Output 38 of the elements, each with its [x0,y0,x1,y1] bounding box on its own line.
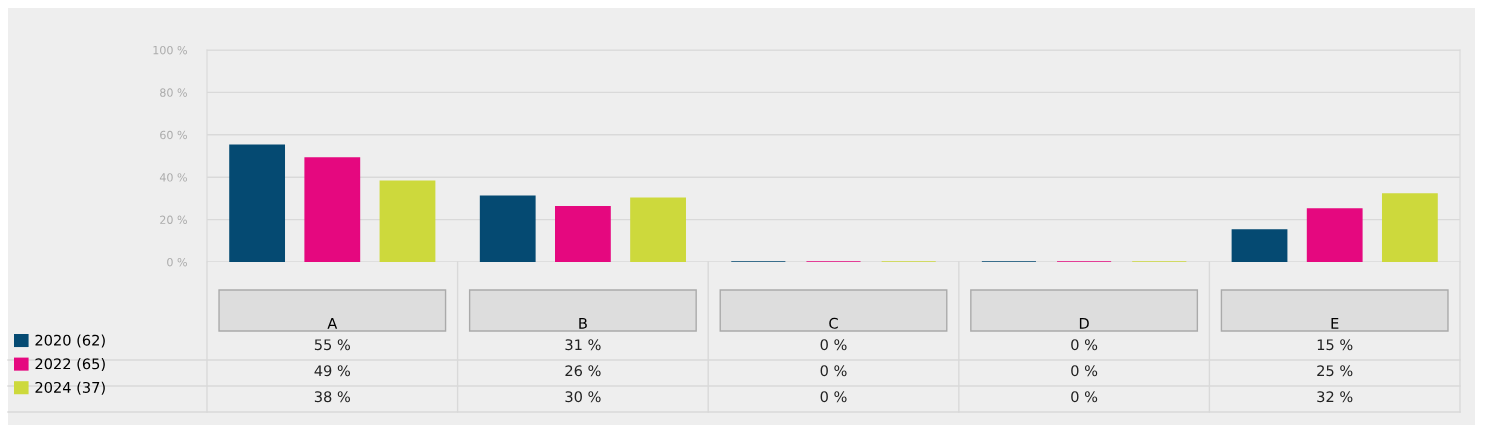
x-tick-label: D [1079,318,1089,329]
bar [304,157,361,262]
x-tick-label: B [579,318,587,329]
data-label: 26 % [565,365,601,377]
data-label: 15 % [1317,339,1353,351]
data-label: 0 % [820,365,847,377]
legend-label: 2022 (65) [35,358,105,372]
bar [630,197,686,262]
legend-label: 2020 (62) [35,334,105,348]
data-label: 0 % [1071,365,1098,377]
y-tick-label: 20 % [160,215,187,224]
y-tick-label: 60 % [160,130,187,140]
data-label: 32 % [1317,391,1353,403]
bar [1306,208,1363,262]
data-label: 55 % [314,339,351,351]
data-label: 0 % [1071,339,1098,351]
data-label: 31 % [565,339,601,351]
data-label: 38 % [314,391,351,403]
x-tick-label: A [327,318,338,329]
y-tick-label: 100 % [153,45,187,55]
data-label: 30 % [565,391,601,403]
data-label: 0 % [820,391,847,403]
bar [229,144,286,262]
legend-label: 2024 (37) [35,381,105,395]
bar [1231,229,1288,262]
bar [555,206,611,262]
data-label: 0 % [820,339,847,351]
x-tick-label: C [829,317,838,329]
data-label: 25 % [1317,365,1353,377]
y-tick-label: 80 % [160,88,187,97]
bar [479,195,536,262]
bar [1381,193,1438,262]
y-tick-label: 0 % [167,257,187,267]
y-tick-label: 40 % [159,173,187,182]
bar [379,180,436,262]
data-label: 0 % [1071,391,1098,403]
data-label: 49 % [314,365,351,377]
x-tick-label: E [1331,318,1339,329]
